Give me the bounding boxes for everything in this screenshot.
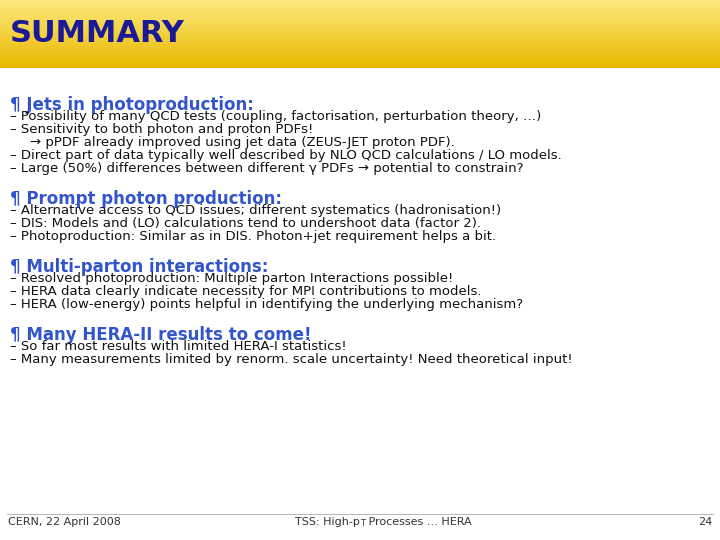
Text: TSS: High-p: TSS: High-p xyxy=(295,517,360,527)
Text: ¶ Prompt photon production:: ¶ Prompt photon production: xyxy=(10,190,282,208)
Text: – Many measurements limited by renorm. scale uncertainty! Need theoretical input: – Many measurements limited by renorm. s… xyxy=(10,353,572,366)
Text: – HERA (low-energy) points helpful in identifying the underlying mechanism?: – HERA (low-energy) points helpful in id… xyxy=(10,298,523,311)
Bar xyxy=(0,44,720,46)
Bar xyxy=(0,46,720,48)
Bar xyxy=(0,7,720,9)
Bar xyxy=(0,36,720,37)
Bar xyxy=(0,21,720,22)
Bar xyxy=(0,5,720,7)
Text: SUMMARY: SUMMARY xyxy=(10,19,185,49)
Bar xyxy=(0,19,720,21)
Bar xyxy=(0,10,720,12)
Bar xyxy=(0,31,720,32)
Bar xyxy=(0,61,720,63)
Text: – HERA data clearly indicate necessity for MPI contributions to models.: – HERA data clearly indicate necessity f… xyxy=(10,285,482,298)
Text: – Photoproduction: Similar as in DIS. Photon+jet requirement helps a bit.: – Photoproduction: Similar as in DIS. Ph… xyxy=(10,230,496,243)
Bar xyxy=(0,48,720,49)
Bar xyxy=(0,59,720,61)
Bar xyxy=(0,17,720,19)
Bar xyxy=(0,56,720,58)
Text: – Resolved photoproduction: Multiple parton Interactions possible!: – Resolved photoproduction: Multiple par… xyxy=(10,272,454,285)
Text: Processes … HERA: Processes … HERA xyxy=(365,517,472,527)
Text: T: T xyxy=(360,518,365,528)
Bar xyxy=(0,39,720,41)
Text: 24: 24 xyxy=(698,517,712,527)
Bar xyxy=(0,65,720,66)
Text: – Alternative access to QCD issues; different systematics (hadronisation!): – Alternative access to QCD issues; diff… xyxy=(10,204,501,217)
Bar xyxy=(0,14,720,15)
Bar xyxy=(0,41,720,43)
Text: ¶ Many HERA-II results to come!: ¶ Many HERA-II results to come! xyxy=(10,326,312,344)
Bar xyxy=(0,53,720,55)
Bar xyxy=(0,29,720,31)
Bar xyxy=(0,2,720,3)
Bar xyxy=(0,15,720,17)
Bar xyxy=(0,9,720,10)
Text: – DIS: Models and (LO) calculations tend to undershoot data (factor 2).: – DIS: Models and (LO) calculations tend… xyxy=(10,217,481,230)
Text: ¶ Multi-parton interactions:: ¶ Multi-parton interactions: xyxy=(10,258,269,276)
Bar xyxy=(0,22,720,24)
Text: – Large (50%) differences between different γ PDFs → potential to constrain?: – Large (50%) differences between differ… xyxy=(10,162,523,175)
Bar xyxy=(0,51,720,53)
Text: ¶ Jets in photoproduction:: ¶ Jets in photoproduction: xyxy=(10,96,254,114)
Text: – Possibility of many QCD tests (coupling, factorisation, perturbation theory, …: – Possibility of many QCD tests (couplin… xyxy=(10,110,541,123)
Bar xyxy=(0,49,720,51)
Bar xyxy=(0,63,720,65)
Text: – Sensitivity to both photon and proton PDFs!: – Sensitivity to both photon and proton … xyxy=(10,123,313,136)
Bar xyxy=(0,32,720,34)
Bar xyxy=(0,58,720,59)
Bar xyxy=(0,25,720,27)
Text: – Direct part of data typically well described by NLO QCD calculations / LO mode: – Direct part of data typically well des… xyxy=(10,149,562,162)
Bar xyxy=(0,27,720,29)
Text: – So far most results with limited HERA-I statistics!: – So far most results with limited HERA-… xyxy=(10,340,346,353)
Bar xyxy=(0,55,720,56)
Bar xyxy=(0,3,720,5)
Bar xyxy=(0,0,720,2)
Bar xyxy=(0,66,720,68)
Bar xyxy=(0,34,720,36)
Text: CERN, 22 April 2008: CERN, 22 April 2008 xyxy=(8,517,121,527)
Bar xyxy=(0,12,720,14)
Bar xyxy=(0,43,720,44)
Text: → pPDF already improved using jet data (ZEUS-JET proton PDF).: → pPDF already improved using jet data (… xyxy=(30,136,455,149)
Bar xyxy=(0,37,720,39)
Bar xyxy=(0,24,720,25)
